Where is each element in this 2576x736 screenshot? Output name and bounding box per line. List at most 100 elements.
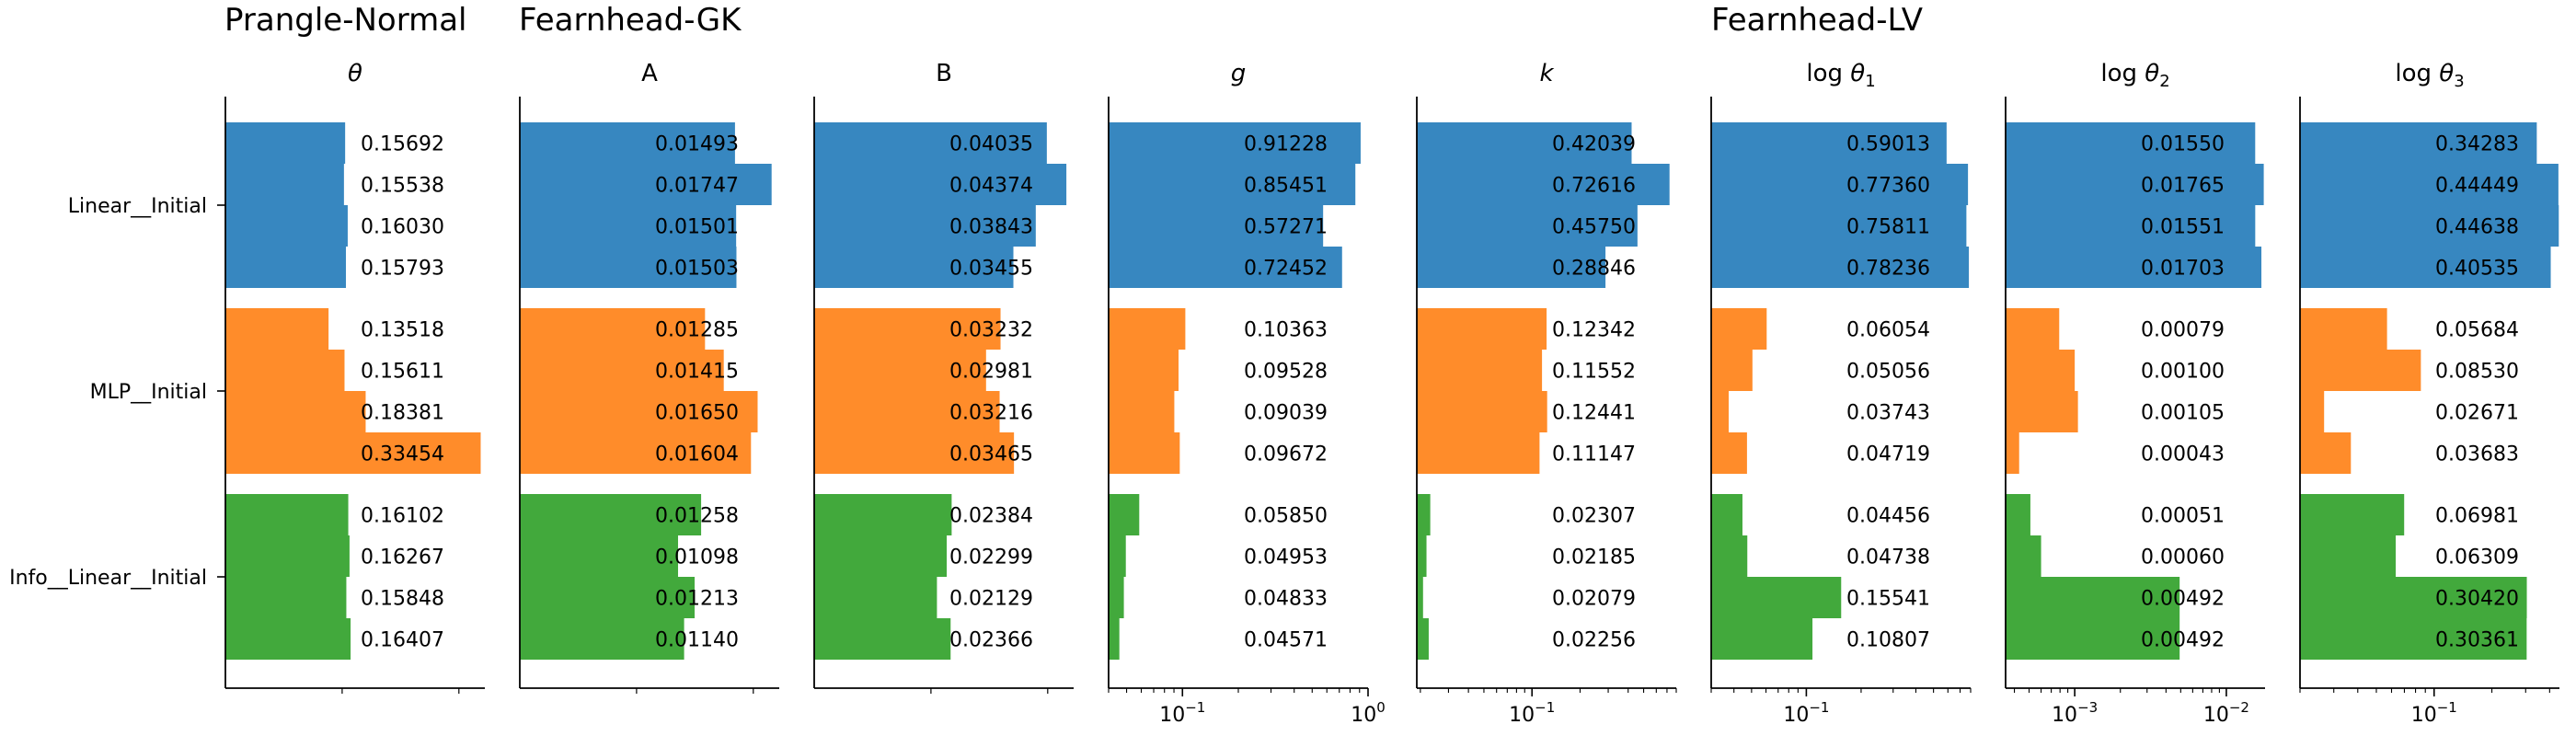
data-label: 0.02185 [1552, 546, 1636, 569]
data-label: 0.01604 [655, 443, 739, 466]
bar [2006, 122, 2256, 164]
bar [520, 535, 679, 577]
bar [225, 308, 329, 350]
bar [225, 618, 351, 660]
bar [1711, 247, 1970, 288]
bar [2006, 308, 2060, 350]
data-label: 0.91228 [1244, 133, 1328, 156]
data-label: 0.00060 [2141, 546, 2225, 569]
bar [814, 205, 1036, 247]
data-label: 0.03743 [1846, 402, 1930, 425]
data-label: 0.85451 [1244, 175, 1328, 198]
bar [520, 391, 758, 432]
bar [2006, 391, 2078, 432]
data-label: 0.00492 [2141, 629, 2225, 652]
data-label: 0.04719 [1846, 443, 1930, 466]
data-label: 0.44449 [2435, 175, 2519, 198]
x-tick-label: 10−1 [1509, 699, 1555, 727]
bar [2006, 247, 2262, 288]
data-label: 0.00492 [2141, 588, 2225, 611]
data-label: 0.04738 [1846, 546, 1930, 569]
data-label: 0.01503 [655, 258, 739, 281]
data-label: 0.57271 [1244, 216, 1328, 239]
bar [1109, 122, 1361, 164]
data-label: 0.03683 [2435, 443, 2519, 466]
data-label: 0.12342 [1552, 319, 1636, 342]
data-label: 0.15793 [361, 258, 444, 281]
bar [814, 391, 1000, 432]
data-label: 0.01550 [2141, 133, 2225, 156]
group-label: Linear__Initial [68, 195, 207, 218]
x-tick-label: 10−2 [2203, 699, 2249, 727]
data-label: 0.13518 [361, 319, 444, 342]
data-label: 0.02671 [2435, 402, 2519, 425]
bar [2300, 391, 2325, 432]
data-label: 0.04456 [1846, 505, 1930, 528]
data-label: 0.04953 [1244, 546, 1328, 569]
bar [2006, 494, 2030, 535]
bar [225, 391, 366, 432]
data-label: 0.34283 [2435, 133, 2519, 156]
data-label: 0.04035 [949, 133, 1033, 156]
bar [814, 122, 1047, 164]
data-label: 0.02256 [1552, 629, 1636, 652]
data-label: 0.02366 [949, 629, 1033, 652]
bar [520, 577, 696, 618]
data-label: 0.01501 [655, 216, 739, 239]
data-label: 0.16102 [361, 505, 444, 528]
data-label: 0.11147 [1552, 443, 1636, 466]
bar [814, 494, 952, 535]
data-label: 0.15611 [361, 361, 444, 384]
data-label: 0.06981 [2435, 505, 2519, 528]
data-label: 0.44638 [2435, 216, 2519, 239]
data-label: 0.01493 [655, 133, 739, 156]
data-label: 0.15692 [361, 133, 444, 156]
bar [2300, 432, 2352, 474]
bar [1109, 308, 1186, 350]
data-label: 0.33454 [361, 443, 444, 466]
data-label: 0.03465 [949, 443, 1033, 466]
data-label: 0.02129 [949, 588, 1033, 611]
group-label: Info__Linear__Initial [9, 567, 207, 590]
bar [225, 577, 347, 618]
bar [2300, 494, 2405, 535]
bar [814, 308, 1001, 350]
bar [1417, 205, 1638, 247]
data-label: 0.04571 [1244, 629, 1328, 652]
data-label: 0.16267 [361, 546, 444, 569]
bar [1109, 535, 1126, 577]
bar [814, 618, 951, 660]
data-label: 0.59013 [1846, 133, 1930, 156]
bar [225, 247, 346, 288]
bar [1711, 205, 1967, 247]
bar [1711, 494, 1742, 535]
data-label: 0.30420 [2435, 588, 2519, 611]
group-title-fearnhead-lv: Fearnhead-LV [1711, 2, 1923, 39]
bar [814, 350, 986, 391]
bar [1711, 391, 1730, 432]
bar [2300, 577, 2527, 618]
bar [2300, 535, 2397, 577]
data-label: 0.00051 [2141, 505, 2225, 528]
data-label: 0.04374 [949, 175, 1033, 198]
data-label: 0.40535 [2435, 258, 2519, 281]
data-label: 0.12441 [1552, 402, 1636, 425]
data-label: 0.03843 [949, 216, 1033, 239]
data-label: 0.15541 [1846, 588, 1930, 611]
bar [1417, 164, 1670, 205]
bar [1109, 247, 1342, 288]
data-label: 0.01415 [655, 361, 739, 384]
bar [1711, 122, 1947, 164]
data-label: 0.06054 [1846, 319, 1930, 342]
bar [2300, 205, 2559, 247]
data-label: 0.45750 [1552, 216, 1636, 239]
data-label: 0.02079 [1552, 588, 1636, 611]
bar [1417, 494, 1431, 535]
bar [225, 122, 346, 164]
bar [1417, 122, 1632, 164]
panel-title: θ [348, 60, 362, 87]
bar [520, 350, 724, 391]
bar [1109, 391, 1175, 432]
bar [1711, 308, 1767, 350]
